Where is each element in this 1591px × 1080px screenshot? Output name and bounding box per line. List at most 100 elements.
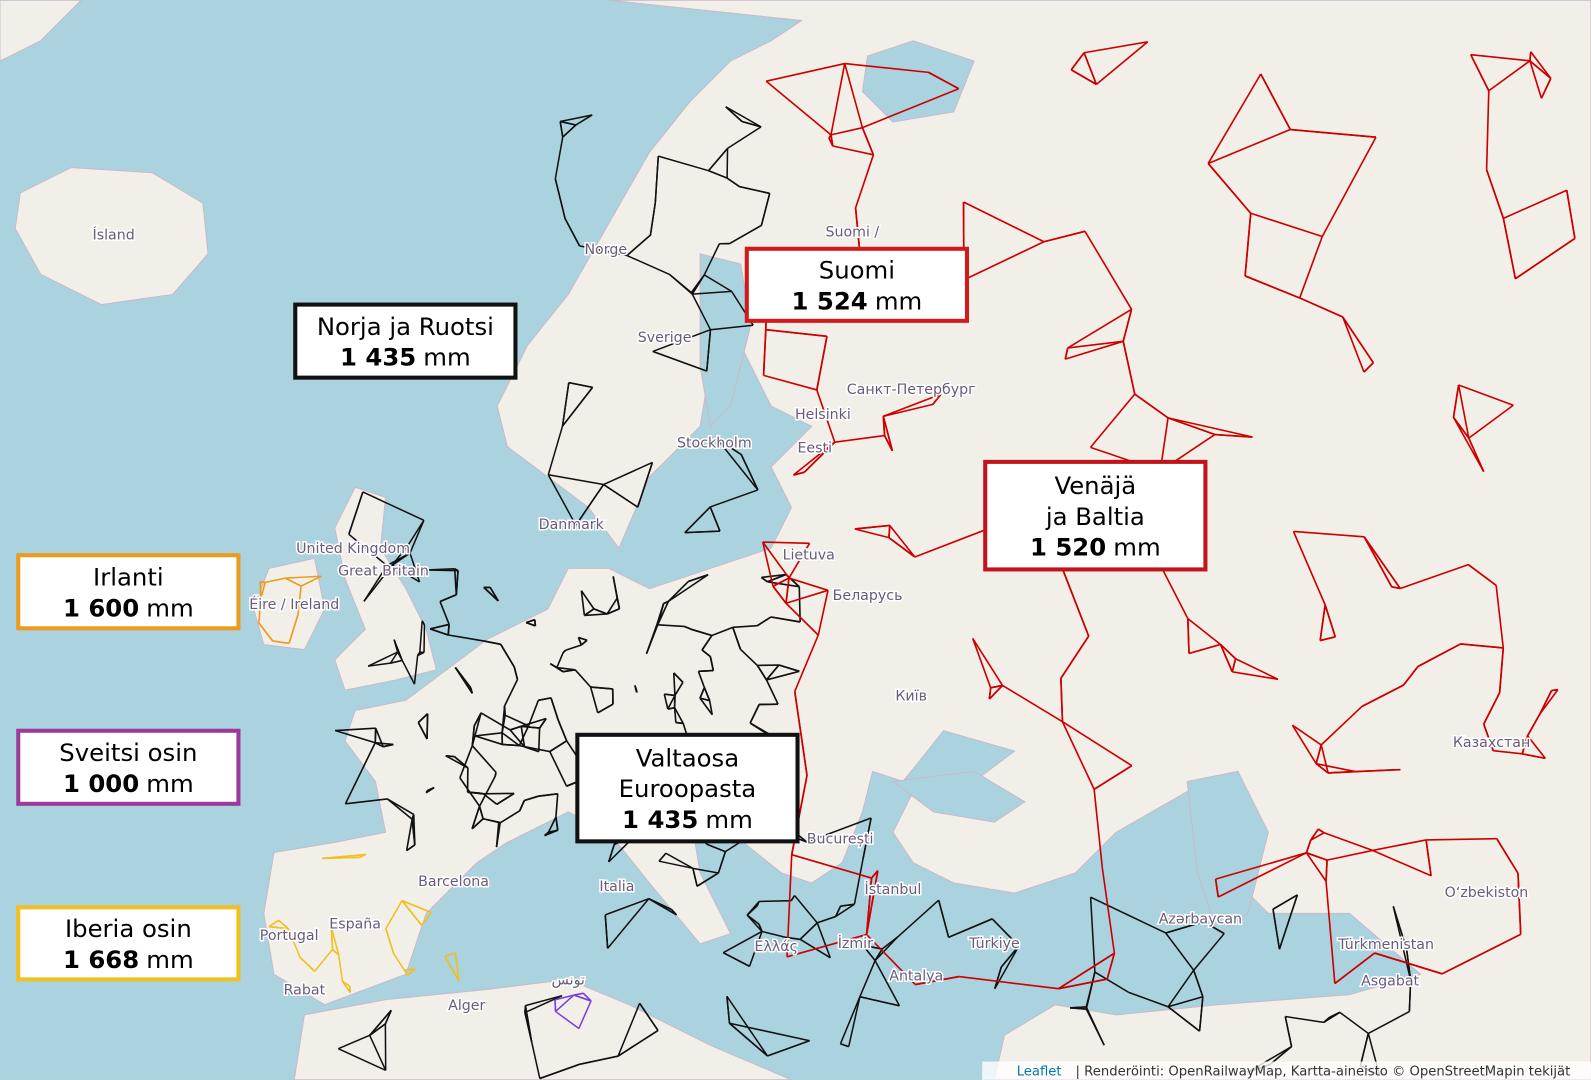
railway-line [525,994,563,1007]
railway-line [1316,762,1356,773]
railway-line [407,544,411,554]
railway-line [889,524,916,558]
railway-line [580,590,586,616]
railway-line [1070,1007,1087,1010]
railway-line [459,745,474,779]
gauge-label-title: Euroopasta [619,774,757,803]
railway-line [348,533,388,567]
railway-line [322,856,360,860]
railway-line [344,742,376,805]
railway-line [453,756,469,769]
railway-line [429,628,449,636]
gauge-label-box [744,246,970,323]
railway-line [760,193,771,226]
railway-line [726,177,740,188]
railway-line [762,541,790,579]
railway-line [404,967,416,972]
railway-line [1526,735,1546,759]
railway-line [556,666,564,673]
railway-line [1467,563,1497,587]
railway-line [699,697,713,716]
railway-line [555,1010,580,1030]
railway-line [1315,744,1323,764]
railway-line [1070,52,1085,71]
railway-line [482,817,499,823]
railway-line [258,622,274,642]
railway-line [728,1022,768,1057]
railway-line [1530,51,1552,79]
railway-line [1391,586,1401,590]
railway-line [793,895,818,924]
railway-line [1517,873,1522,935]
railway-line [503,679,519,707]
railway-line [1215,852,1307,880]
railway-line [1101,867,1116,954]
railway-line [427,569,459,572]
railway-line [639,1002,659,1031]
railway-line [272,640,290,645]
railway-line [278,919,289,930]
railway-line [258,597,262,623]
railway-line [1319,604,1326,641]
railway-line [603,483,639,508]
railway-line [765,80,832,136]
railway-line [698,669,714,673]
railway-line [675,721,684,725]
railway-line [513,666,519,680]
railway-line [537,728,541,752]
place-label: Oʻzbekiston [1445,885,1529,901]
railway-line [411,819,416,845]
railway-line [725,106,743,123]
railway-line [1408,980,1412,1012]
railway-line [603,461,653,486]
railway-line [475,735,503,746]
railway-line [726,996,731,1024]
railway-line [1425,839,1432,876]
railway-line [874,936,899,962]
railway-line [699,697,710,702]
railway-line [580,639,588,646]
railway-line [667,695,676,710]
railway-line [538,697,552,702]
railway-line [740,454,759,491]
railway-line [626,234,651,257]
railway-line [533,619,537,626]
railway-line [971,638,992,689]
railway-line [684,530,720,534]
railway-line [1323,831,1373,852]
railway-line [1065,340,1124,360]
railway-line [792,441,836,476]
railway-line [549,740,568,753]
railway-line [667,580,689,602]
railway-line [667,574,709,603]
railway-line [1342,316,1375,364]
gauge-label-title: Iberia osin [65,914,192,943]
railway-line [405,819,413,851]
railway-line [843,63,864,128]
railway-line [657,623,685,628]
railway-line [729,224,762,245]
railway-line [471,725,476,746]
railway-line [709,489,759,508]
railway-line [1231,658,1237,673]
railway-line [1372,839,1427,852]
railway-line [548,474,604,486]
railway-line [368,1035,387,1071]
railway-line [1493,749,1523,755]
gauge-value: 1 435 [622,805,698,834]
railway-line [637,462,654,508]
railway-line [549,663,558,669]
railway-line [401,660,416,685]
railway-line [1128,991,1169,1008]
railway-line [1402,666,1419,686]
railway-line [538,718,547,729]
attribution-text: | Renderöinti: OpenRailwayMap, Kartta-ai… [1076,1065,1571,1080]
railway-line [565,644,582,651]
railway-line [579,1055,619,1066]
leaflet-link[interactable]: Leaflet [1017,1065,1062,1080]
railway-line [1482,692,1501,725]
railway-line [1339,1011,1369,1035]
